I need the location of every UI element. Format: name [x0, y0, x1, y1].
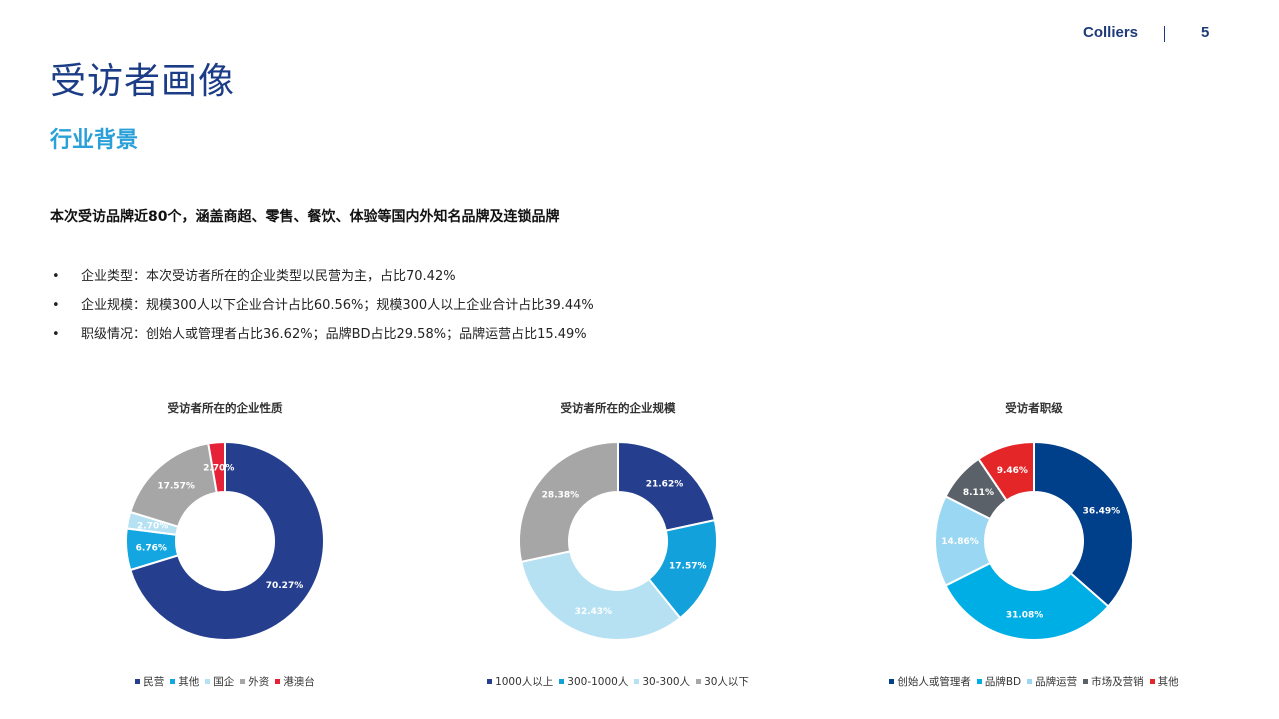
legend-label: 市场及营销: [1091, 676, 1144, 688]
slice-value-label: 14.86%: [941, 537, 979, 547]
legend-swatch: [135, 678, 141, 684]
slice-value-label: 2.70%: [137, 521, 168, 531]
slice-value-label: 2.70%: [203, 463, 234, 473]
donut-slice-3: [518, 440, 619, 564]
legend-swatch: [976, 678, 982, 684]
legend-label: 民营: [143, 676, 165, 688]
donut-slice-4: [977, 440, 1035, 502]
donut-slice-0: [617, 440, 716, 532]
page-number: 5: [1201, 24, 1210, 41]
legend-item: 300-1000人: [559, 674, 628, 689]
chart-title: 受访者职级: [1005, 401, 1063, 415]
bullet-dot: •: [52, 327, 60, 342]
slice-value-label: 36.49%: [1083, 507, 1121, 517]
donut-svg: 70.27% 6.76% 2.70% 17.57% 2.70%: [125, 440, 325, 641]
chart-title: 受访者所在的企业性质: [167, 401, 283, 415]
bullet-text: 职级情况：创始人或管理者占比36.62%；品牌BD占比29.58%；品牌运营占比…: [81, 327, 587, 342]
donut-chart-size: 受访者所在的企业规模 21.62% 17.57% 32.43% 28.38% 1000…: [453, 392, 783, 702]
legend-swatch: [487, 678, 493, 684]
legend-label: 1000人以上: [495, 676, 554, 688]
lead-text: 本次受访品牌近80个，涵盖商超、零售、餐饮、体验等国内外知名品牌及连锁品牌: [50, 209, 560, 225]
legend-label: 国企: [213, 676, 235, 688]
legend-item: 1000人以上: [487, 674, 553, 689]
colliers-logo: Colliers: [1083, 24, 1139, 41]
donut-slice-0: [1033, 440, 1134, 608]
bullet-item: • 职级情况：创始人或管理者占比36.62%；品牌BD占比29.58%；品牌运营占…: [50, 320, 594, 349]
header-brand: Colliers 5: [1060, 24, 1230, 46]
slice-value-label: 17.57%: [157, 481, 195, 491]
legend-swatch: [889, 678, 895, 684]
legend-swatch: [1027, 678, 1033, 684]
donut-slice-4: [207, 440, 226, 494]
donut-slice-2: [520, 550, 682, 641]
slice-value-label: 17.57%: [669, 562, 707, 572]
legend-label: 30-300人: [642, 676, 691, 688]
section-subtitle: 行业背景: [50, 128, 139, 153]
legend-label: 300-1000人: [567, 676, 629, 688]
donut-chart-rank: 受访者职级 36.49% 31.08% 14.86% 8.11% 9.46% 创始人或管…: [869, 392, 1199, 702]
legend-item: 30人以下: [696, 674, 749, 689]
legend-label: 品牌BD: [984, 676, 1022, 688]
legend-item: 国企: [205, 674, 234, 689]
chart-title: 受访者所在的企业规模: [560, 401, 676, 415]
legend-swatch: [1149, 678, 1155, 684]
slice-value-label: 70.27%: [266, 581, 304, 591]
legend-label: 外资: [248, 676, 270, 688]
legend-item: 品牌运营: [1027, 674, 1077, 689]
slice-value-label: 8.11%: [963, 488, 994, 498]
slice-value-label: 6.76%: [136, 543, 167, 553]
bullet-dot: •: [52, 269, 60, 284]
legend-label: 其他: [178, 676, 200, 688]
legend-item: 品牌BD: [976, 674, 1022, 689]
donut-slice-0: [129, 440, 325, 641]
bullet-text: 企业类型：本次受访者所在的企业类型以民营为主，占比70.42%: [81, 269, 456, 284]
bullet-item: • 企业类型：本次受访者所在的企业类型以民营为主，占比70.42%: [50, 262, 594, 291]
slice-value-label: 31.08%: [1006, 610, 1043, 620]
legend-item: 港澳台: [275, 674, 315, 689]
slice-value-label: 32.43%: [575, 607, 613, 617]
bullet-dot: •: [52, 298, 60, 313]
bullet-text: 企业规模：规模300人以下企业合计占比60.56%；规模300人以上企业合计占比…: [81, 298, 594, 313]
slice-value-label: 9.46%: [997, 466, 1028, 476]
page-title: 受访者画像: [50, 61, 236, 102]
legend-swatch: [634, 678, 640, 684]
legend-swatch: [696, 678, 702, 684]
legend-item: 创始人或管理者: [889, 674, 971, 689]
slice-value-label: 21.62%: [646, 479, 684, 489]
legend-label: 港澳台: [283, 676, 315, 688]
donut-chart-ownership: 受访者所在的企业性质 70.27% 6.76% 2.70% 17.57% 2.70% 民…: [60, 392, 390, 702]
slice-value-label: 28.38%: [542, 491, 580, 501]
legend-label: 品牌运营: [1035, 676, 1078, 688]
legend-item: 市场及营销: [1083, 674, 1144, 689]
donut-svg: 21.62% 17.57% 32.43% 28.38%: [518, 440, 718, 641]
bullet-list: • 企业类型：本次受访者所在的企业类型以民营为主，占比70.42% • 企业规模：规…: [50, 262, 594, 349]
legend-item: 外资: [240, 674, 269, 689]
legend-item: 30-300人: [634, 674, 690, 689]
legend-swatch: [1083, 678, 1089, 684]
donut-slice-1: [944, 561, 1110, 641]
legend-swatch: [205, 678, 211, 684]
legend-item: 其他: [1149, 674, 1179, 689]
bullet-item: • 企业规模：规模300人以下企业合计占比60.56%；规模300人以上企业合计占…: [50, 291, 594, 320]
header-separator: [1164, 26, 1165, 42]
legend-item: 其他: [170, 674, 199, 689]
legend-label: 30人以下: [704, 676, 749, 688]
legend-swatch: [559, 678, 565, 684]
legend-label: 创始人或管理者: [897, 676, 971, 688]
legend-swatch: [275, 678, 281, 684]
chart-legend: 1000人以上 300-1000人 30-300人 30人以下: [453, 674, 783, 689]
donut-svg: 36.49% 31.08% 14.86% 8.11% 9.46%: [934, 440, 1134, 641]
legend-label: 其他: [1157, 676, 1179, 688]
legend-swatch: [240, 678, 246, 684]
legend-item: 民营: [135, 674, 164, 689]
chart-legend: 创始人或管理者 品牌BD 品牌运营 市场及营销 其他: [869, 674, 1199, 689]
legend-swatch: [170, 678, 176, 684]
chart-legend: 民营 其他 国企 外资 港澳台: [60, 674, 390, 689]
